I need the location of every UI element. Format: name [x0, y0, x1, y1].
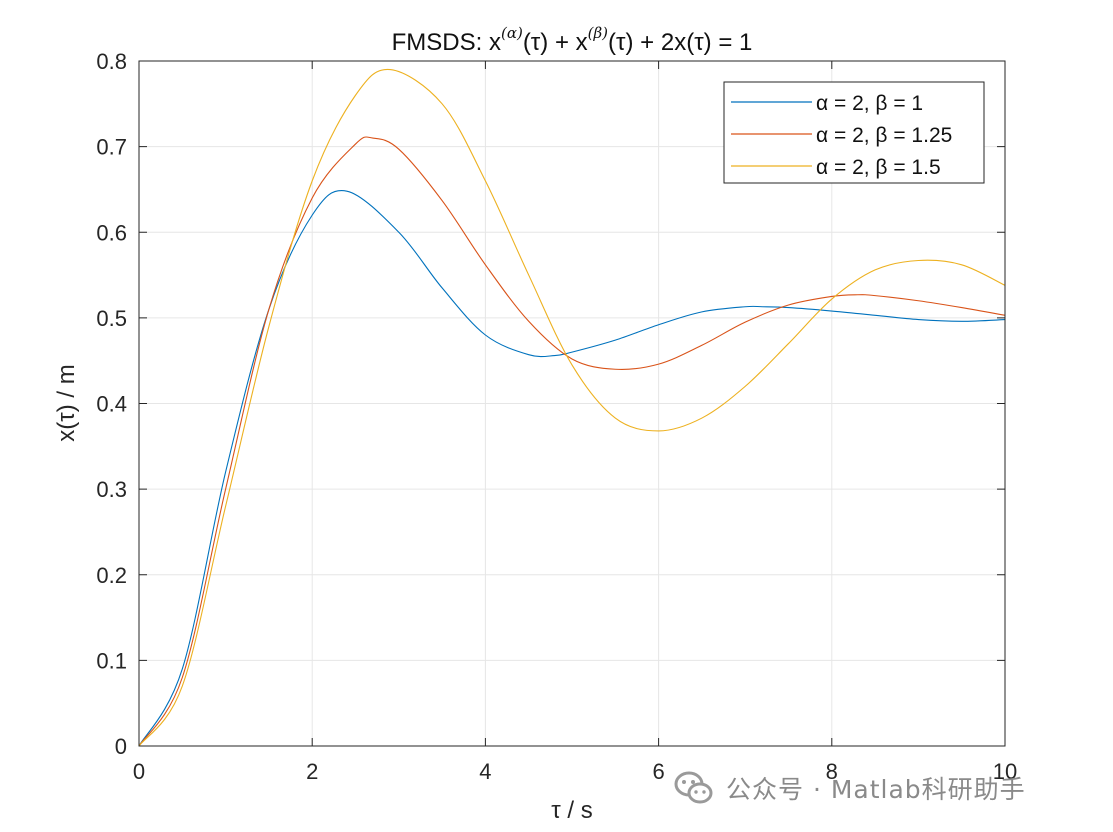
x-tick-label: 10 [993, 759, 1017, 784]
x-tick-label: 0 [133, 759, 145, 784]
wechat-icon [674, 771, 713, 804]
legend-label-1: α = 2, β = 1 [816, 92, 923, 115]
y-tick-label: 0.8 [96, 49, 127, 74]
y-tick-label: 0.3 [96, 477, 127, 502]
legend: α = 2, β = 1 α = 2, β = 1.25 α = 2, β = 1.… [723, 81, 985, 184]
y-tick-label: 0.5 [96, 306, 127, 331]
series-line-2 [138, 136, 1006, 747]
series-line-1 [138, 190, 1006, 747]
watermark: 公众号 · Matlab科研助手 [672, 766, 1026, 810]
x-axis-label: τ / s [551, 797, 592, 824]
legend-entries: α = 2, β = 1 α = 2, β = 1.25 α = 2, β = 1.… [731, 92, 952, 179]
y-tick-label: 0.2 [96, 563, 127, 588]
x-tick-label: 2 [306, 759, 318, 784]
x-tick-label: 6 [652, 759, 664, 784]
series-line-3 [138, 68, 1006, 747]
watermark-text: 公众号 · Matlab科研助手 [726, 775, 1026, 804]
legend-label-3: α = 2, β = 1.5 [816, 156, 941, 179]
x-tick-label: 4 [479, 759, 491, 784]
y-tick-label: 0 [115, 734, 127, 759]
y-tick-label: 0.7 [96, 135, 127, 160]
x-tick-label: 8 [826, 759, 838, 784]
y-tick-label: 0.1 [96, 648, 127, 673]
ticks: 0 2 4 6 8 10 0 0.1 0.2 0.3 0.4 0.5 0.6 0.7 0.8 [96, 49, 1017, 784]
chart-title: FMSDS: x(α)(τ) + x(β)(τ) + 2x(τ) = 1 [392, 24, 753, 56]
y-axis-label: x(τ) / m [53, 364, 80, 441]
series-group [138, 68, 1006, 747]
y-tick-label: 0.6 [96, 220, 127, 245]
legend-label-2: α = 2, β = 1.25 [816, 124, 952, 147]
y-tick-label: 0.4 [96, 392, 127, 417]
